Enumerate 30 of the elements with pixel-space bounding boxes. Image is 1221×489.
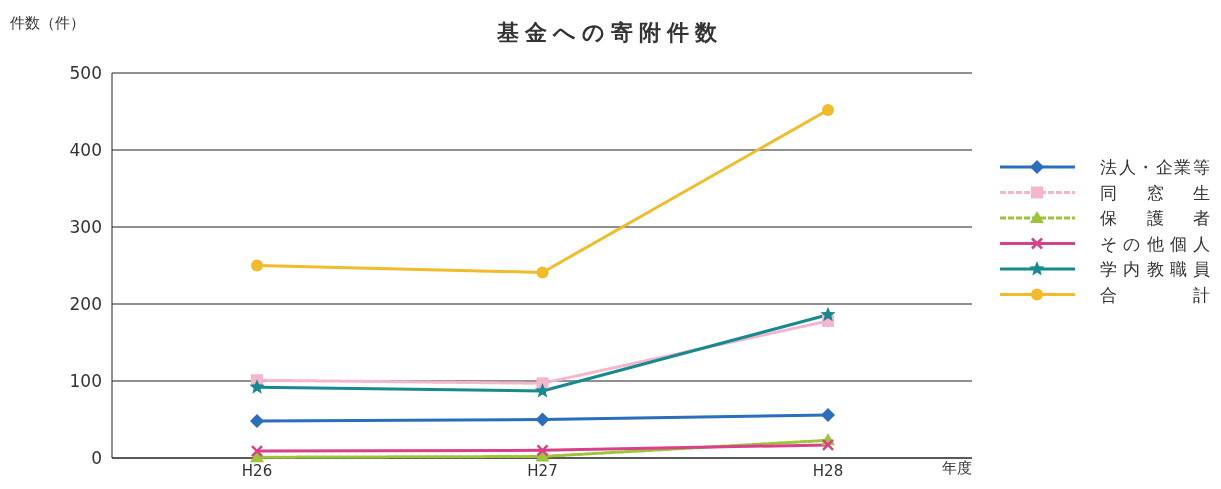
legend-label: 保護者 bbox=[1100, 208, 1210, 228]
legend-label: 合計 bbox=[1100, 284, 1210, 305]
point bbox=[820, 306, 836, 322]
point bbox=[250, 444, 264, 458]
y-tick-label: 100 bbox=[69, 371, 102, 391]
y-axis-title: 件数（件） bbox=[10, 14, 85, 32]
legend-label: その他個人 bbox=[1100, 233, 1210, 254]
y-tick-label: 0 bbox=[91, 448, 102, 468]
y-tick-label: 400 bbox=[69, 140, 102, 160]
legend-label: 法人・企業等 bbox=[1100, 157, 1210, 177]
legend-label: 学内教職員 bbox=[1100, 259, 1210, 279]
point bbox=[535, 412, 550, 427]
chart-title: 基金への寄附件数 bbox=[496, 20, 723, 45]
point bbox=[534, 383, 551, 398]
point bbox=[536, 266, 549, 279]
y-tick-label: 200 bbox=[69, 294, 102, 314]
x-axis-title: 年度 bbox=[942, 459, 972, 477]
x-tick-label: H27 bbox=[527, 462, 558, 480]
point bbox=[251, 259, 263, 272]
legend-label: 同窓生 bbox=[1100, 182, 1210, 203]
point bbox=[250, 414, 264, 429]
point bbox=[536, 444, 549, 457]
point bbox=[821, 407, 835, 422]
y-tick-label: 500 bbox=[69, 63, 102, 83]
point bbox=[249, 379, 265, 394]
y-tick-label: 300 bbox=[69, 217, 102, 237]
x-tick-label: H26 bbox=[241, 462, 273, 480]
point bbox=[822, 103, 834, 116]
point bbox=[821, 438, 835, 452]
x-tick-label: H28 bbox=[812, 462, 844, 480]
